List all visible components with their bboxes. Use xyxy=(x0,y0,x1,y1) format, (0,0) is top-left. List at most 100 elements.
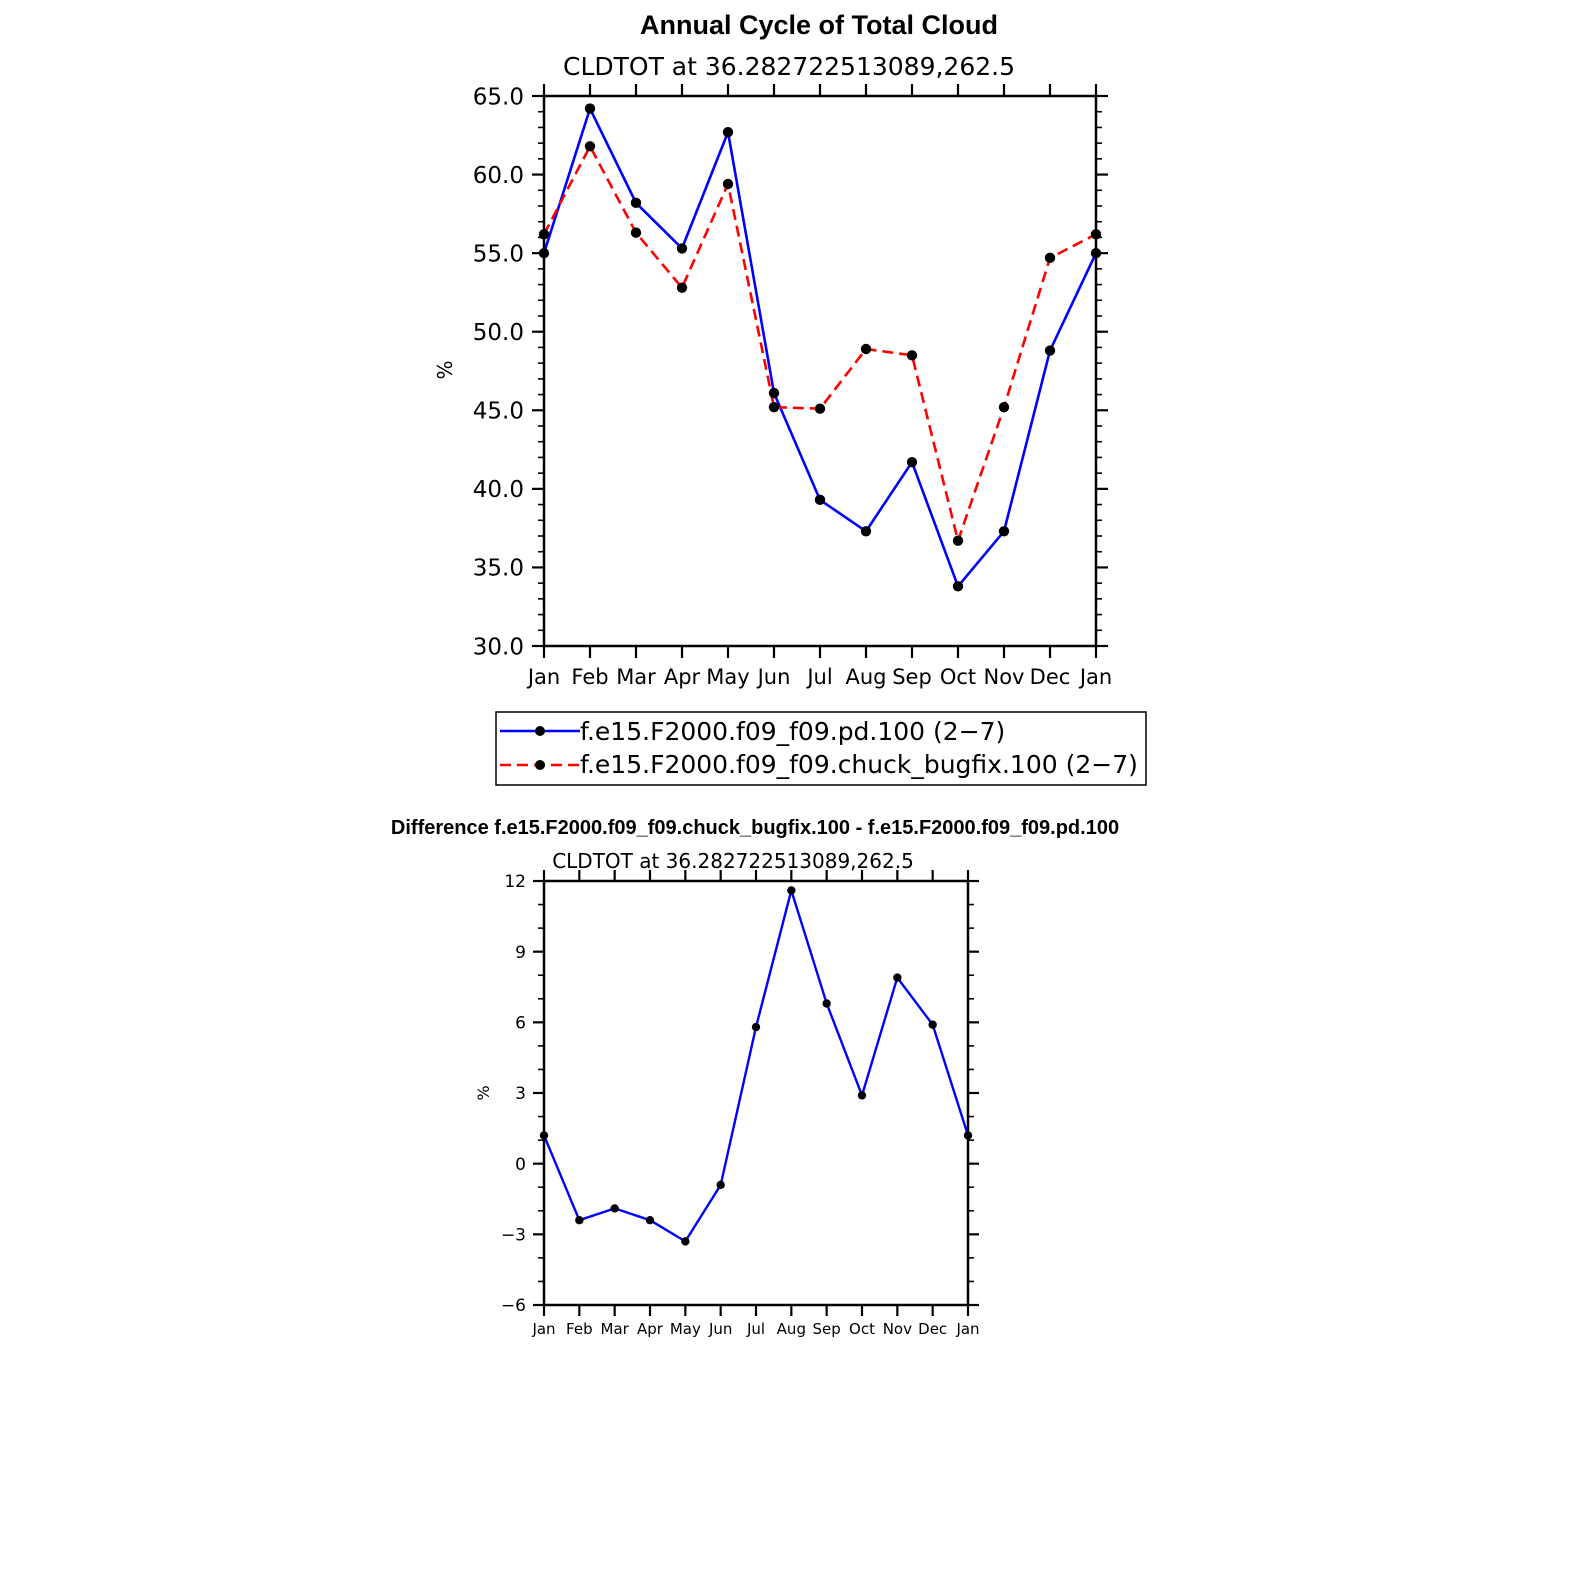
x-tick-label: Sep xyxy=(892,665,932,689)
y-axis-label: % xyxy=(433,360,457,379)
legend-marker-series2 xyxy=(535,760,545,770)
data-point-series1 xyxy=(1044,345,1056,356)
y-axis-label: % xyxy=(474,1085,493,1100)
axis-ticks xyxy=(533,870,979,1316)
data-point-series1 xyxy=(857,1091,867,1100)
data-point-series2 xyxy=(584,141,596,152)
data-point-series1 xyxy=(768,387,780,399)
chart-title: Annual Cycle of Total Cloud xyxy=(640,10,998,40)
chart-title: Difference f.e15.F2000.f09_f09.chuck_bug… xyxy=(391,817,1119,839)
y-tick-label: −6 xyxy=(501,1296,526,1316)
data-point-series2 xyxy=(676,282,688,293)
data-point-series1 xyxy=(610,1204,619,1213)
x-tick-labels: Jan Feb Mar Apr May Jun Jul Aug Sep Oct Nov Dec Jan xyxy=(526,665,1112,689)
x-tick-label: Aug xyxy=(845,665,886,689)
series-lines xyxy=(542,889,970,1243)
x-tick-label: Jul xyxy=(805,665,832,689)
axis-ticks xyxy=(532,84,1108,658)
data-point-series1 xyxy=(860,526,872,537)
series-line-1 xyxy=(542,107,1098,588)
data-point-series2 xyxy=(814,403,826,414)
data-point-series1 xyxy=(1090,247,1102,259)
x-tick-label: Jun xyxy=(708,1320,732,1338)
series-lines xyxy=(542,107,1098,588)
y-tick-label: 0 xyxy=(515,1155,526,1175)
y-tick-label: 65.0 xyxy=(473,84,524,110)
legend-label-series2: f.e15.F2000.f09_f09.chuck_bugfix.100 (2−… xyxy=(580,750,1138,779)
data-point-series1 xyxy=(575,1216,584,1225)
x-tick-label: Jun xyxy=(756,665,791,689)
plot-frame xyxy=(542,94,1098,648)
x-tick-label: Jul xyxy=(746,1320,765,1338)
y-tick-label: 35.0 xyxy=(473,556,524,582)
data-point-series1 xyxy=(538,247,550,259)
x-tick-label: Aug xyxy=(777,1320,806,1338)
annual-cycle-chart: Annual Cycle of Total Cloud CLDTOT at 36… xyxy=(433,10,1147,786)
data-point-series1 xyxy=(539,1131,549,1140)
y-tick-label: 50.0 xyxy=(473,320,524,346)
y-tick-label: −3 xyxy=(501,1225,526,1245)
x-tick-label: Sep xyxy=(813,1320,841,1338)
x-tick-label: Oct xyxy=(940,665,976,689)
y-tick-label: 30.0 xyxy=(473,634,524,660)
y-tick-labels: 30.0 35.0 40.0 45.0 50.0 55.0 60.0 65.0 xyxy=(473,84,524,660)
data-point-series1 xyxy=(722,126,734,138)
data-point-series2 xyxy=(722,178,734,190)
legend-marker-series1 xyxy=(535,726,545,736)
chart-subtitle: CLDTOT at 36.282722513089,262.5 xyxy=(563,52,1015,81)
data-point-series2 xyxy=(1044,252,1056,264)
data-point-series1 xyxy=(952,581,964,592)
data-point-series1 xyxy=(681,1237,690,1246)
data-point-series2 xyxy=(538,229,550,240)
x-tick-label: Jan xyxy=(955,1320,979,1338)
x-tick-label: Jan xyxy=(531,1320,555,1338)
data-point-series1 xyxy=(630,197,642,209)
data-point-series1 xyxy=(584,103,596,114)
x-tick-labels: Jan Feb Mar Apr May Jun Jul Aug Sep Oct Nov Dec Jan xyxy=(531,1320,979,1338)
data-point-series2 xyxy=(906,350,918,361)
x-tick-label: Oct xyxy=(849,1320,875,1338)
data-point-series2 xyxy=(768,401,780,413)
x-tick-label: Apr xyxy=(664,665,701,689)
data-point-series1 xyxy=(676,243,688,254)
y-tick-label: 6 xyxy=(515,1013,526,1033)
y-tick-label: 12 xyxy=(504,872,526,892)
x-tick-label: Jan xyxy=(526,665,560,689)
data-point-series1 xyxy=(645,1216,655,1225)
x-tick-label: Mar xyxy=(601,1320,630,1338)
series-points xyxy=(538,103,1102,592)
x-tick-label: Mar xyxy=(616,665,656,689)
y-tick-label: 60.0 xyxy=(473,163,524,189)
x-tick-label: Nov xyxy=(883,1320,912,1338)
plot-frame xyxy=(542,879,970,1307)
data-point-series2 xyxy=(860,343,872,355)
x-tick-label: Dec xyxy=(1030,665,1071,689)
data-point-series1 xyxy=(906,456,918,468)
data-point-series1 xyxy=(893,973,902,982)
data-point-series1 xyxy=(751,1022,761,1032)
x-tick-label: Apr xyxy=(637,1320,664,1338)
x-tick-label: May xyxy=(670,1320,701,1338)
data-point-series1 xyxy=(963,1131,973,1140)
x-tick-label: Feb xyxy=(571,665,608,689)
data-point-series2 xyxy=(952,535,964,546)
data-point-series2 xyxy=(1090,229,1102,240)
y-tick-labels: −6 −3 0 3 6 9 12 xyxy=(501,872,526,1316)
data-point-series1 xyxy=(928,1020,937,1029)
data-point-series2 xyxy=(998,401,1010,413)
legend-label-series1: f.e15.F2000.f09_f09.pd.100 (2−7) xyxy=(580,717,1005,746)
data-point-series2 xyxy=(630,227,642,238)
difference-chart: Difference f.e15.F2000.f09_f09.chuck_bug… xyxy=(391,817,1119,1338)
series-line-2 xyxy=(542,145,1097,543)
data-point-series1 xyxy=(716,1180,725,1190)
x-tick-label: Nov xyxy=(984,665,1025,689)
x-tick-label: Dec xyxy=(918,1320,947,1338)
y-tick-label: 55.0 xyxy=(473,241,524,267)
data-point-series1 xyxy=(822,999,831,1008)
y-tick-label: 45.0 xyxy=(473,399,524,425)
x-tick-label: Feb xyxy=(566,1320,593,1338)
series-points xyxy=(539,886,973,1246)
y-tick-label: 3 xyxy=(515,1084,526,1104)
data-point-series1 xyxy=(787,886,796,895)
